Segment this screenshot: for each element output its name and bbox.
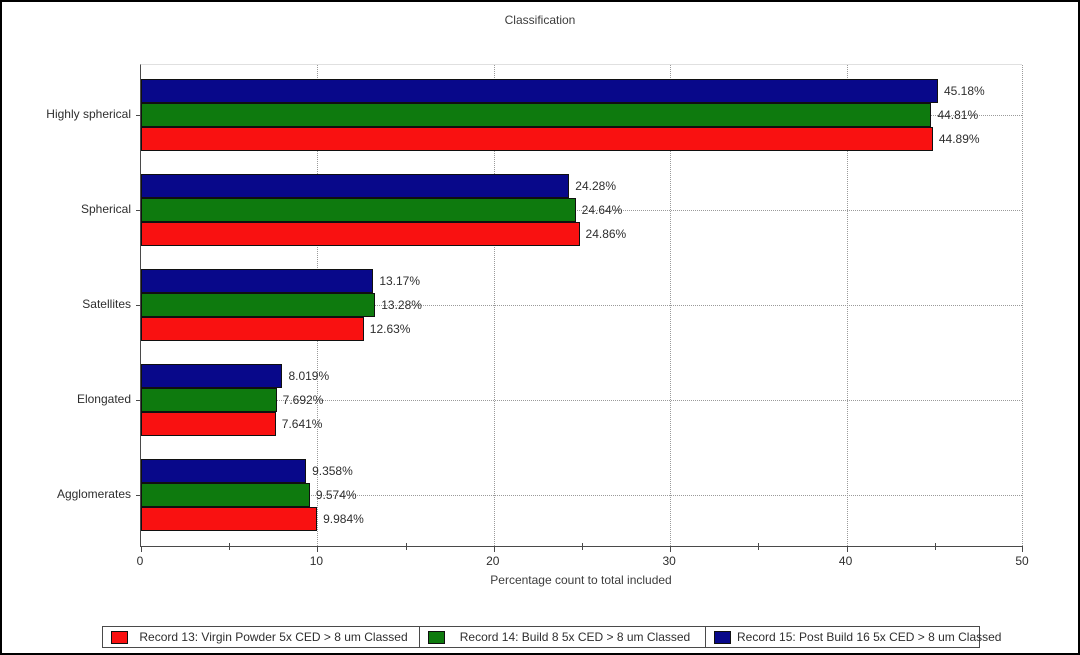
x-axis-major-tick <box>1022 546 1023 552</box>
x-axis-tick-label: 20 <box>486 554 500 568</box>
x-axis-minor-tick <box>405 543 407 550</box>
legend-entry: Record 14: Build 8 5x CED > 8 um Classed <box>419 626 706 648</box>
category-label: Spherical <box>80 202 131 216</box>
y-axis-tick <box>136 495 141 496</box>
bar <box>141 174 570 198</box>
bar <box>141 103 932 127</box>
y-axis-tick <box>136 400 141 401</box>
bar-value-label: 24.28% <box>575 179 616 193</box>
y-axis-tick <box>136 210 141 211</box>
x-axis-minor-tick <box>758 543 760 550</box>
legend-swatch-icon <box>111 630 128 644</box>
bar <box>141 293 376 317</box>
legend-swatch-icon <box>714 630 731 644</box>
bar-value-label: 12.63% <box>369 322 411 336</box>
legend-label: Record 14: Build 8 5x CED > 8 um Classed <box>459 630 691 644</box>
category-label: Agglomerates <box>56 487 131 501</box>
bar <box>141 388 277 412</box>
bar <box>141 364 283 388</box>
legend-entry: Record 15: Post Build 16 5x CED > 8 um C… <box>705 626 1001 648</box>
x-axis-title: Percentage count to total included <box>490 573 672 587</box>
bar <box>141 507 318 531</box>
category-label: Highly spherical <box>46 107 131 121</box>
gridline-vertical <box>1022 65 1023 546</box>
bar-value-label: 9.358% <box>312 464 353 478</box>
gridline-horizontal <box>141 210 1022 211</box>
legend: Record 13: Virgin Powder 5x CED > 8 um C… <box>102 626 1001 648</box>
x-axis-major-tick <box>846 546 848 552</box>
gridline-vertical <box>846 65 848 546</box>
gridline-vertical <box>493 65 495 546</box>
category-label: Elongated <box>76 392 131 406</box>
bar-value-label: 13.17% <box>379 274 421 288</box>
x-axis-minor-tick <box>582 543 583 550</box>
bar <box>141 127 933 151</box>
y-axis-tick <box>136 305 141 306</box>
gridline-horizontal <box>141 400 1022 401</box>
bar-value-label: 8.019% <box>288 369 330 383</box>
bar-value-label: 45.18% <box>943 84 985 98</box>
x-axis-major-tick <box>670 546 672 552</box>
gridline-horizontal <box>141 305 1022 306</box>
legend-label: Record 15: Post Build 16 5x CED > 8 um C… <box>737 630 1002 644</box>
bar <box>141 459 307 483</box>
x-axis-major-tick <box>493 546 495 552</box>
bar-value-label: 44.89% <box>938 132 980 146</box>
x-axis-major-tick <box>141 546 142 552</box>
bar <box>141 198 576 222</box>
y-axis-tick <box>136 115 141 116</box>
bar-value-label: 7.692% <box>282 393 324 407</box>
bar-value-label: 24.86% <box>585 227 627 241</box>
bar-value-label: 44.81% <box>937 108 979 122</box>
legend-entry: Record 13: Virgin Powder 5x CED > 8 um C… <box>102 626 420 648</box>
bar-value-label: 7.641% <box>281 417 323 431</box>
chart-title: Classification <box>504 13 576 27</box>
category-label: Satellites <box>82 297 131 311</box>
bar <box>141 269 374 293</box>
x-axis-tick-label: 0 <box>136 554 144 568</box>
bar-value-label: 24.64% <box>581 203 623 217</box>
bar <box>141 222 580 246</box>
bar-value-label: 13.28% <box>381 298 422 312</box>
bar <box>141 412 276 436</box>
x-axis-tick-label: 40 <box>838 554 853 568</box>
bar-value-label: 9.984% <box>323 512 364 526</box>
bar-value-label: 9.574% <box>315 488 357 502</box>
x-axis-tick-label: 30 <box>662 554 676 568</box>
x-axis-minor-tick <box>229 543 231 550</box>
x-axis-tick-label: 50 <box>1015 554 1029 568</box>
bar <box>141 79 938 103</box>
x-axis-minor-tick <box>934 543 936 550</box>
x-axis-tick-label: 10 <box>309 554 324 568</box>
gridline-horizontal <box>141 495 1022 496</box>
bar <box>141 483 310 507</box>
x-axis-major-tick <box>317 546 319 552</box>
plot-area: 45.18% 44.81% 44.89% 24.28% 24.64% 24.86% 13.1… <box>136 64 1023 552</box>
bar <box>141 317 364 341</box>
gridline-vertical <box>670 65 672 546</box>
legend-label: Record 13: Virgin Powder 5x CED > 8 um C… <box>139 630 408 644</box>
legend-swatch-icon <box>428 630 445 644</box>
